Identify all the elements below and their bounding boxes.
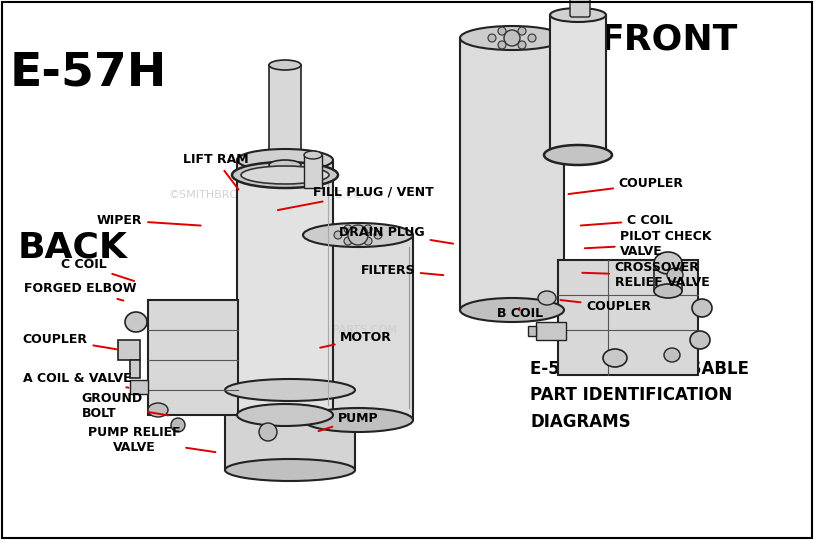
Ellipse shape (603, 349, 627, 367)
Ellipse shape (538, 291, 556, 305)
Text: A COIL & VALVE: A COIL & VALVE (23, 372, 131, 388)
Circle shape (518, 27, 526, 35)
Ellipse shape (225, 459, 355, 481)
Circle shape (518, 41, 526, 49)
Text: GROUND
BOLT: GROUND BOLT (81, 392, 168, 420)
Circle shape (504, 30, 520, 46)
Ellipse shape (550, 8, 606, 22)
Bar (460, 38, 564, 310)
Text: ©SMITHBROTHERSPLOWPARTS.COM: ©SMITHBROTHERSPLOWPARTS.COM (168, 190, 372, 200)
Ellipse shape (237, 149, 333, 171)
Bar (130, 360, 140, 378)
Ellipse shape (148, 403, 168, 417)
Ellipse shape (460, 26, 564, 50)
Text: C COIL: C COIL (61, 258, 134, 281)
Text: FORGED ELBOW: FORGED ELBOW (24, 282, 137, 301)
Circle shape (259, 423, 277, 441)
Bar (225, 390, 355, 470)
Bar (536, 322, 566, 340)
Bar (304, 155, 322, 188)
Ellipse shape (232, 162, 338, 188)
Text: MOTOR: MOTOR (320, 331, 392, 348)
Text: DRAIN PLUG: DRAIN PLUG (339, 226, 453, 244)
Bar (237, 160, 333, 415)
Text: E-57H: E-57H (10, 50, 168, 95)
Circle shape (334, 231, 342, 239)
Ellipse shape (654, 284, 682, 298)
Circle shape (171, 418, 185, 432)
Circle shape (488, 34, 496, 42)
Ellipse shape (225, 379, 355, 401)
Circle shape (364, 225, 372, 233)
Ellipse shape (664, 348, 680, 362)
FancyBboxPatch shape (570, 0, 590, 17)
Ellipse shape (544, 145, 612, 165)
Bar (528, 326, 536, 336)
Circle shape (348, 225, 368, 245)
Circle shape (528, 34, 536, 42)
Circle shape (364, 237, 372, 245)
Ellipse shape (237, 404, 333, 426)
Ellipse shape (550, 148, 606, 162)
Ellipse shape (125, 312, 147, 332)
Text: ©SMITHBROTHERSPLOWPARTS.COM: ©SMITHBROTHERSPLOWPARTS.COM (193, 325, 397, 335)
Text: PUMP: PUMP (318, 412, 379, 431)
Ellipse shape (241, 166, 329, 184)
Ellipse shape (303, 223, 413, 247)
Bar (303, 235, 413, 420)
Text: LIFT RAM: LIFT RAM (183, 153, 248, 190)
Text: COUPLER: COUPLER (568, 177, 684, 194)
Circle shape (344, 237, 352, 245)
Bar (118, 340, 140, 360)
Bar (558, 260, 698, 375)
Text: PILOT CHECK
VALVE: PILOT CHECK VALVE (584, 230, 711, 258)
Text: C COIL: C COIL (580, 214, 672, 227)
Text: B COIL: B COIL (497, 307, 543, 320)
Circle shape (498, 27, 506, 35)
Ellipse shape (303, 408, 413, 432)
Text: COUPLER: COUPLER (23, 333, 118, 349)
Circle shape (344, 225, 352, 233)
Ellipse shape (269, 160, 301, 170)
Text: WIPER: WIPER (97, 214, 201, 227)
Text: FRONT: FRONT (600, 22, 738, 56)
Bar (269, 65, 301, 165)
Ellipse shape (460, 298, 564, 322)
Ellipse shape (654, 252, 682, 274)
Circle shape (498, 41, 506, 49)
Text: BACK: BACK (18, 230, 128, 264)
Text: PUMP RELIEF
VALVE: PUMP RELIEF VALVE (88, 426, 216, 454)
Bar (130, 380, 148, 394)
Text: E-57 COMMON VISABLE
PART IDENTIFICATION
DIAGRAMS: E-57 COMMON VISABLE PART IDENTIFICATION … (530, 360, 749, 431)
Ellipse shape (692, 299, 712, 317)
Text: FILL PLUG / VENT: FILL PLUG / VENT (278, 185, 434, 210)
Bar (654, 263, 682, 291)
Circle shape (374, 231, 382, 239)
Ellipse shape (690, 331, 710, 349)
Bar (558, 270, 564, 308)
Ellipse shape (269, 60, 301, 70)
Ellipse shape (667, 268, 683, 282)
Bar (550, 15, 606, 155)
Text: CROSSOVER
RELIEF VALVE: CROSSOVER RELIEF VALVE (582, 261, 709, 289)
Text: COUPLER: COUPLER (560, 300, 651, 313)
Bar (148, 300, 238, 415)
Text: FILTERS: FILTERS (361, 264, 444, 276)
Ellipse shape (304, 151, 322, 159)
